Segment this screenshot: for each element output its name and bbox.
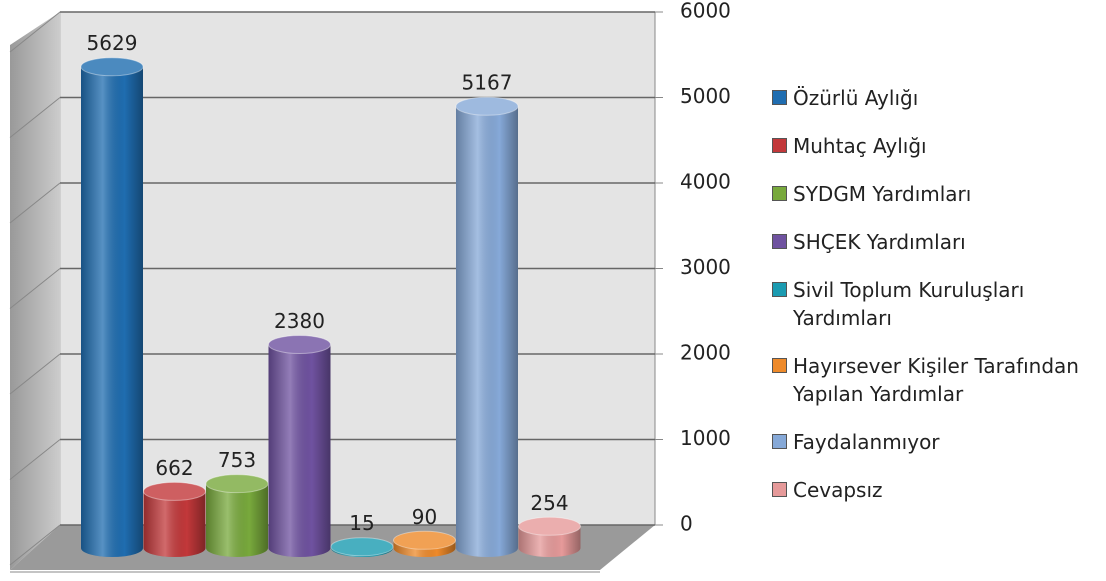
cylinder-top-shine xyxy=(518,517,581,536)
cylinder xyxy=(205,474,269,557)
cylinder-shade xyxy=(143,491,206,557)
cylinder-top xyxy=(80,57,144,77)
legend-label: Muhtaç Aylığı xyxy=(793,134,927,158)
y-tick-label: 2000 xyxy=(680,341,731,365)
data-label: 5629 xyxy=(87,31,138,55)
cylinder-shade xyxy=(456,106,518,557)
legend-swatch xyxy=(772,234,787,249)
cylinder-shade xyxy=(268,344,331,557)
legend-swatch xyxy=(772,138,787,153)
cylinder xyxy=(330,537,394,557)
cylinder-top-shine xyxy=(393,531,456,550)
y-tick-label: 1000 xyxy=(680,426,731,450)
y-tick-label: 4000 xyxy=(680,170,731,194)
legend-item: Hayırsever Kişiler Tarafından Yapılan Ya… xyxy=(772,352,1102,408)
side-wall xyxy=(10,12,60,570)
data-label: 2380 xyxy=(274,309,325,333)
grid-line-side xyxy=(9,524,61,566)
cylinder-top-shine xyxy=(206,474,268,493)
legend-item: Cevapsız xyxy=(772,476,1102,504)
legend-item: Özürlü Aylığı xyxy=(772,84,1102,112)
cylinder-top xyxy=(143,481,206,501)
data-label: 254 xyxy=(530,491,568,515)
legend-swatch xyxy=(772,90,787,105)
legend-label: Cevapsız xyxy=(793,478,883,502)
y-tick-label: 6000 xyxy=(680,0,731,23)
legend-swatch xyxy=(772,282,787,297)
data-label: 753 xyxy=(218,448,256,472)
legend-swatch xyxy=(772,186,787,201)
cylinder-top-shine xyxy=(143,482,206,501)
cylinder xyxy=(393,530,456,557)
legend-label: Faydalanmıyor xyxy=(793,430,940,454)
cylinder-top xyxy=(268,335,331,355)
cylinder-top xyxy=(518,516,581,536)
legend-label: SHÇEK Yardımları xyxy=(793,230,966,254)
cylinder-top-shine xyxy=(331,537,393,556)
grid-line-side xyxy=(9,268,61,309)
legend-item: Muhtaç Aylığı xyxy=(772,132,1102,160)
data-label: 90 xyxy=(412,505,437,529)
grid-line-side xyxy=(9,353,61,395)
cylinder xyxy=(518,516,581,557)
cylinder-top xyxy=(330,537,394,557)
data-label: 15 xyxy=(349,511,374,535)
cylinder xyxy=(268,335,331,557)
cylinder xyxy=(80,57,144,558)
legend-item: Sivil Toplum Kuruluşları Yardımları xyxy=(772,276,1102,332)
cylinder-top xyxy=(393,530,456,550)
grid-line-side xyxy=(9,11,61,53)
legend-swatch xyxy=(772,434,787,449)
legend-item: SYDGM Yardımları xyxy=(772,180,1102,208)
legend: Özürlü Aylığı Muhtaç Aylığı SYDGM Yardımla… xyxy=(772,84,1102,504)
cylinder-top-shine xyxy=(81,57,143,76)
cylinder xyxy=(455,96,519,557)
y-tick-label: 5000 xyxy=(680,84,731,108)
y-tick-label: 0 xyxy=(680,512,693,536)
cylinder-shade xyxy=(206,483,268,557)
data-label: 5167 xyxy=(462,71,513,95)
grid-line-side xyxy=(9,182,61,224)
legend-label: Özürlü Aylığı xyxy=(793,86,919,110)
data-label: 662 xyxy=(155,456,193,480)
cylinder-top-shine xyxy=(456,97,518,116)
legend-item: SHÇEK Yardımları xyxy=(772,228,1102,256)
cylinder-top xyxy=(455,96,519,116)
cylinder-top-shine xyxy=(268,335,331,354)
legend-label: Sivil Toplum Kuruluşları Yardımları xyxy=(793,278,1025,330)
legend-swatch xyxy=(772,482,787,497)
legend-label: Hayırsever Kişiler Tarafından Yapılan Ya… xyxy=(793,354,1079,406)
legend-swatch xyxy=(772,358,787,373)
y-tick-label: 3000 xyxy=(680,255,731,279)
cylinder-shade xyxy=(81,66,143,558)
legend-item: Faydalanmıyor xyxy=(772,428,1102,456)
grid-line-side xyxy=(9,439,61,480)
cylinder xyxy=(143,481,206,557)
legend-label: SYDGM Yardımları xyxy=(793,182,972,206)
cylinder-top xyxy=(205,474,269,494)
grid-line-side xyxy=(9,97,61,138)
